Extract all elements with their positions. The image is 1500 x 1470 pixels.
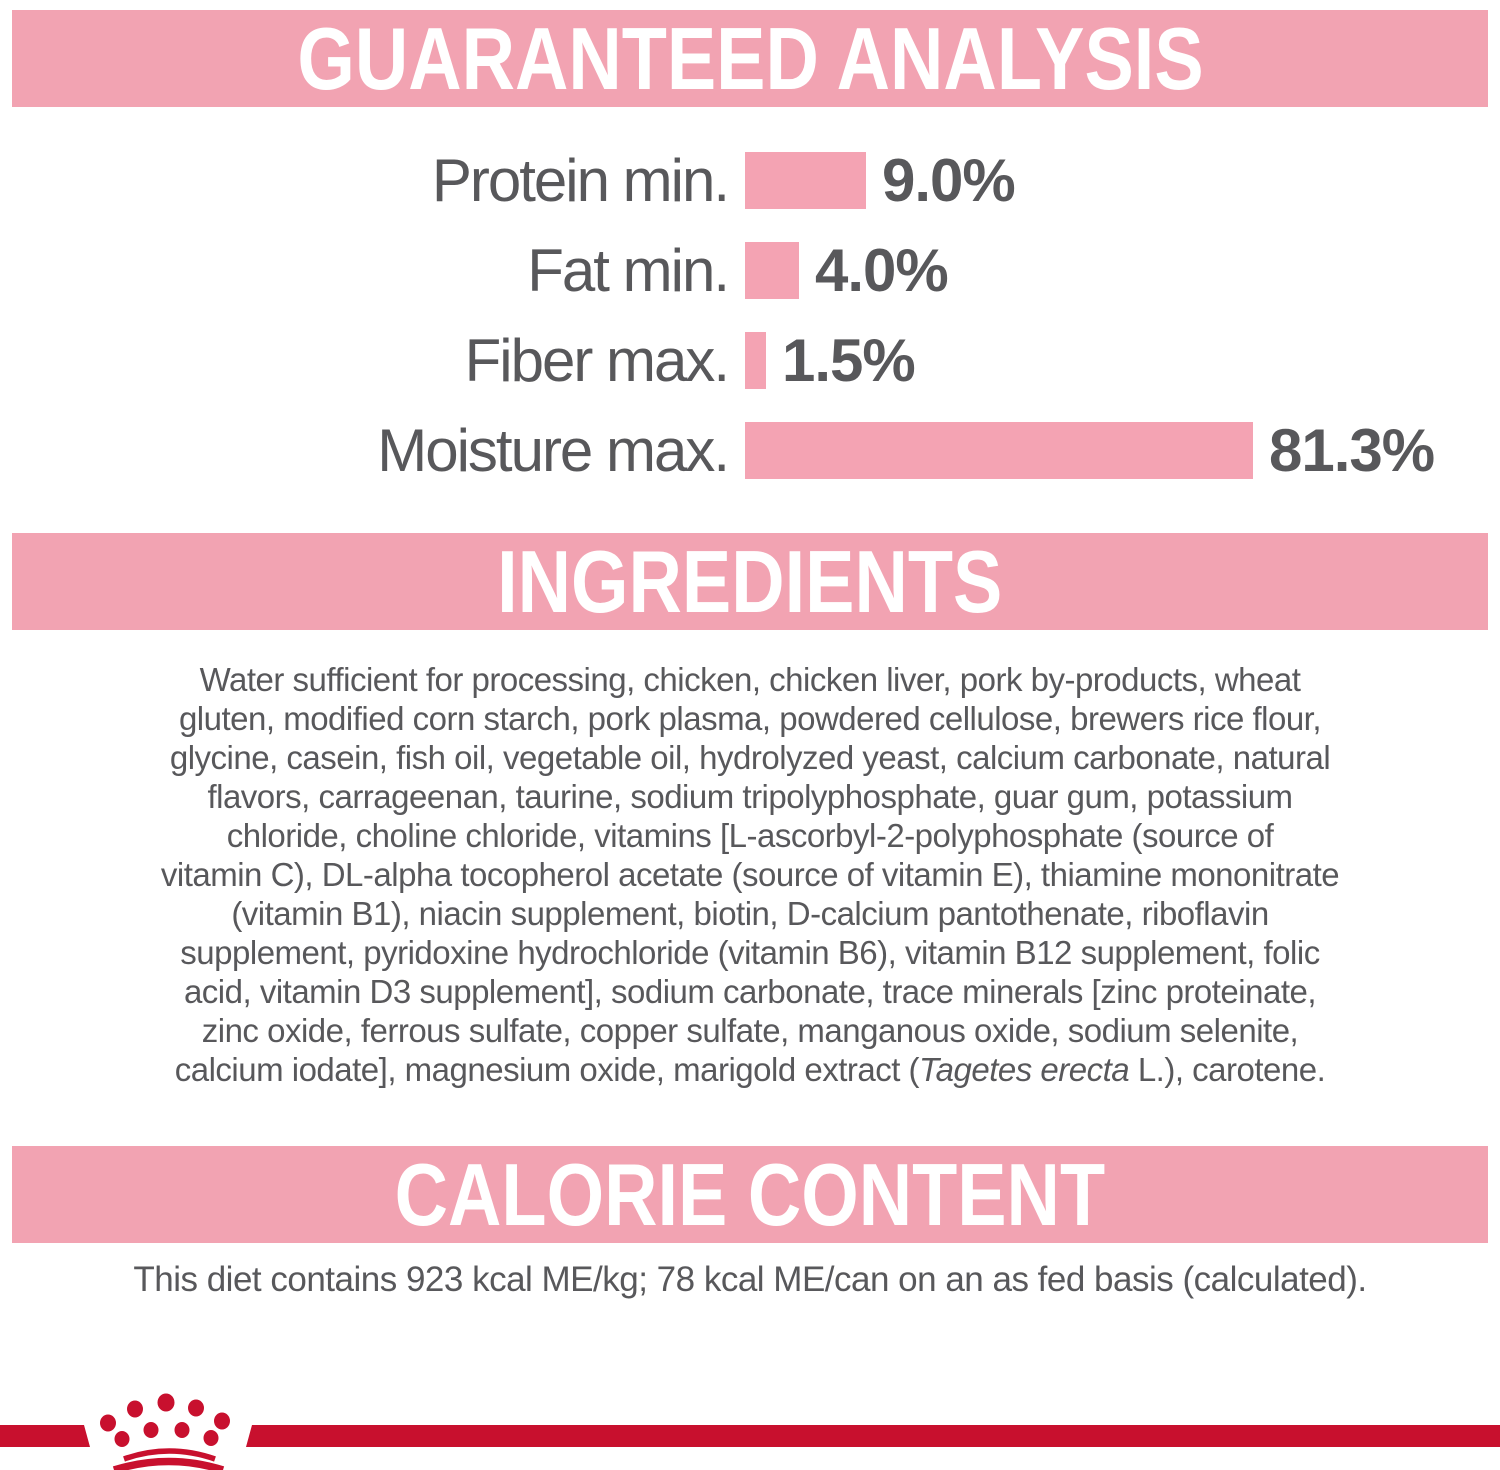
analysis-bar [745,422,1253,479]
calorie-content-banner: CALORIE CONTENT [12,1146,1488,1243]
calorie-content-title: CALORIE CONTENT [395,1151,1105,1239]
ingredient-line: calcium iodate], magnesium oxide, marigo… [0,1050,1500,1089]
analysis-value: 9.0% [882,146,1015,215]
analysis-row: Moisture max.81.3% [0,422,1500,479]
analysis-bar [745,152,866,209]
analysis-rows: Protein min.9.0%Fat min.4.0%Fiber max.1.… [0,152,1500,479]
divider-line-left [0,1425,90,1447]
ingredient-line: vitamin C), DL-alpha tocopherol acetate … [0,855,1500,894]
analysis-row: Fat min.4.0% [0,242,1500,299]
analysis-label: Protein min. [0,146,745,215]
ingredient-line: Water sufficient for processing, chicken… [0,660,1500,699]
analysis-bar [745,242,799,299]
ingredient-line: zinc oxide, ferrous sulfate, copper sulf… [0,1011,1500,1050]
ingredient-line: (vitamin B1), niacin supplement, biotin,… [0,894,1500,933]
guaranteed-analysis-banner: GUARANTEED ANALYSIS [12,10,1488,107]
analysis-value: 81.3% [1269,416,1434,485]
ingredients-banner: INGREDIENTS [12,533,1488,630]
ingredient-line: glycine, casein, fish oil, vegetable oil… [0,738,1500,777]
ingredient-line: gluten, modified corn starch, pork plasm… [0,699,1500,738]
analysis-row: Protein min.9.0% [0,152,1500,209]
divider-line-right [246,1425,1500,1447]
ingredients-text: Water sufficient for processing, chicken… [0,660,1500,1089]
calorie-text: This diet contains 923 kcal ME/kg; 78 kc… [0,1260,1500,1300]
footer-brand-strip [0,1385,1500,1470]
royal-canin-crown-logo-icon [100,1394,230,1470]
ingredient-line: chloride, choline chloride, vitamins [L-… [0,816,1500,855]
ingredient-line: flavors, carrageenan, taurine, sodium tr… [0,777,1500,816]
analysis-value: 4.0% [815,236,948,305]
ingredient-line: acid, vitamin D3 supplement], sodium car… [0,972,1500,1011]
analysis-label: Fat min. [0,236,745,305]
guaranteed-analysis-title: GUARANTEED ANALYSIS [297,15,1203,103]
analysis-bar [745,332,766,389]
analysis-label: Moisture max. [0,416,745,485]
ingredients-title: INGREDIENTS [497,538,1002,626]
analysis-value: 1.5% [782,326,915,395]
analysis-label: Fiber max. [0,326,745,395]
ingredient-line: supplement, pyridoxine hydrochloride (vi… [0,933,1500,972]
analysis-row: Fiber max.1.5% [0,332,1500,389]
